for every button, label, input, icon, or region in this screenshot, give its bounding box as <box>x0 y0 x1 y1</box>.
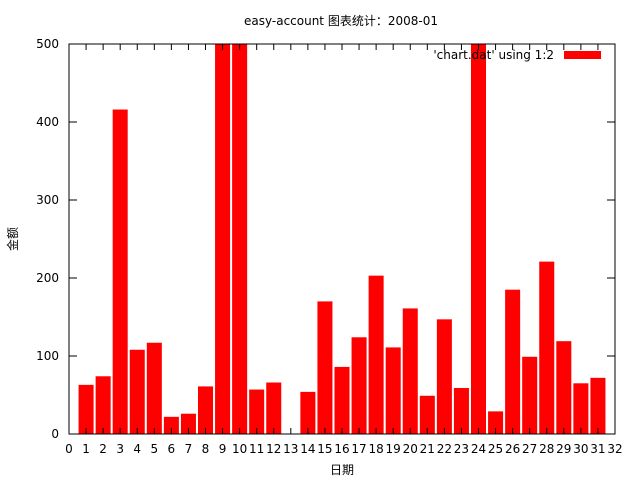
x-tick-label-29: 29 <box>556 442 571 456</box>
x-tick-label-15: 15 <box>317 442 332 456</box>
x-tick-label-30: 30 <box>573 442 588 456</box>
x-tick-label-3: 3 <box>116 442 124 456</box>
x-tick-label-18: 18 <box>368 442 383 456</box>
bar-15 <box>317 301 333 434</box>
x-tick-label-28: 28 <box>539 442 554 456</box>
x-tick-label-6: 6 <box>168 442 176 456</box>
x-tick-label-14: 14 <box>300 442 315 456</box>
bars-group <box>78 44 606 435</box>
bar-11 <box>249 389 265 434</box>
x-tick-label-0: 0 <box>65 442 73 456</box>
bar-19 <box>385 347 401 434</box>
x-tick-label-19: 19 <box>386 442 401 456</box>
bar-3 <box>112 109 128 435</box>
x-tick-label-26: 26 <box>505 442 520 456</box>
bar-7 <box>180 413 196 434</box>
y-tick-label-200: 200 <box>36 271 59 285</box>
x-axis-ticks: 0 1 2 3 4 5 6 7 8 9 10 11 12 13 14 15 16 17 18 19 20 21 22 23 24… <box>65 44 623 456</box>
bar-9 <box>215 44 231 434</box>
x-tick-label-22: 22 <box>437 442 452 456</box>
bar-24 <box>470 44 487 434</box>
legend-label: 'chart.dat' using 1:2 <box>433 48 554 62</box>
y-axis-label: 金额 <box>5 227 20 251</box>
y-tick-label-500: 500 <box>36 37 59 51</box>
bar-4 <box>129 349 145 434</box>
x-tick-label-25: 25 <box>488 442 503 456</box>
x-tick-label-12: 12 <box>266 442 281 456</box>
chart-title: easy-account 图表统计：2008-01 <box>244 14 438 28</box>
x-tick-label-2: 2 <box>99 442 107 456</box>
y-tick-label-300: 300 <box>36 193 59 207</box>
bar-14 <box>300 391 316 434</box>
bar-25 <box>488 411 504 434</box>
y-tick-label-400: 400 <box>36 115 59 129</box>
x-tick-label-21: 21 <box>420 442 435 456</box>
bar-2 <box>95 376 111 434</box>
x-tick-label-31: 31 <box>590 442 605 456</box>
bar-6 <box>163 416 179 434</box>
bar-29 <box>556 341 572 434</box>
x-tick-label-9: 9 <box>219 442 227 456</box>
x-tick-label-24: 24 <box>471 442 486 456</box>
x-tick-label-5: 5 <box>150 442 158 456</box>
bar-8 <box>197 386 214 434</box>
bar-27 <box>522 356 538 434</box>
y-axis-ticks: 0 100 200 300 400 500 <box>36 37 615 441</box>
bar-17 <box>351 337 367 434</box>
x-tick-label-10: 10 <box>232 442 247 456</box>
bar-10 <box>232 44 248 434</box>
x-tick-label-20: 20 <box>403 442 418 456</box>
x-tick-label-17: 17 <box>351 442 366 456</box>
x-axis-label: 日期 <box>330 463 354 477</box>
bar-22 <box>436 319 452 434</box>
plot-frame <box>68 43 616 435</box>
x-tick-label-4: 4 <box>133 442 141 456</box>
bar-23 <box>453 387 469 434</box>
bar-31 <box>590 377 606 434</box>
x-tick-label-32: 32 <box>607 442 622 456</box>
legend-swatch <box>564 51 601 59</box>
x-tick-label-23: 23 <box>454 442 469 456</box>
bar-16 <box>334 366 350 434</box>
bar-20 <box>402 308 418 434</box>
x-tick-label-1: 1 <box>82 442 90 456</box>
bar-5 <box>146 342 162 434</box>
y-tick-label-0: 0 <box>51 427 59 441</box>
bar-12 <box>266 382 282 434</box>
bar-21 <box>419 395 435 434</box>
x-tick-label-8: 8 <box>202 442 210 456</box>
legend: 'chart.dat' using 1:2 <box>433 48 601 62</box>
x-tick-label-16: 16 <box>334 442 349 456</box>
bar-1 <box>78 384 94 434</box>
x-tick-label-11: 11 <box>249 442 264 456</box>
x-tick-label-7: 7 <box>185 442 193 456</box>
bar-30 <box>573 383 589 434</box>
y-tick-label-100: 100 <box>36 349 59 363</box>
bar-28 <box>539 261 555 434</box>
x-tick-label-13: 13 <box>283 442 298 456</box>
bar-26 <box>505 289 521 434</box>
x-tick-label-27: 27 <box>522 442 537 456</box>
bar-18 <box>368 275 384 434</box>
